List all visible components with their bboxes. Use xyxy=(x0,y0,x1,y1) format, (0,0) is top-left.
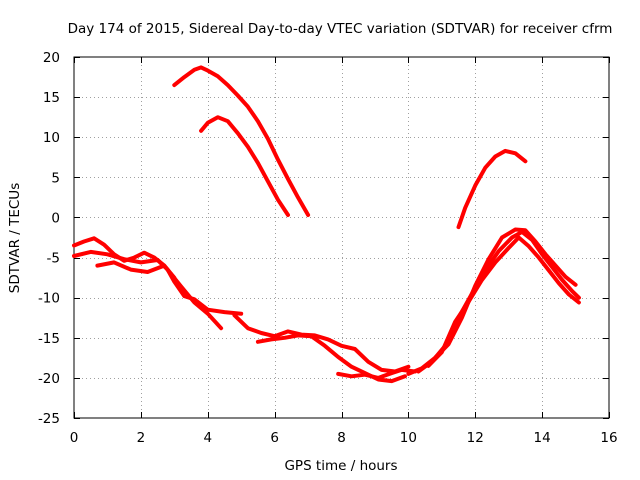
y-tick-label: 15 xyxy=(43,90,60,106)
x-tick-label: 8 xyxy=(337,430,346,446)
y-tick-label: 0 xyxy=(51,210,60,226)
series-line-arc-9 xyxy=(336,367,418,380)
series-line-arc-12 xyxy=(426,235,581,368)
y-tick-label: 10 xyxy=(43,130,60,146)
grid-lines xyxy=(74,57,609,418)
y-tick-label: -15 xyxy=(38,331,60,347)
x-tick-label: 10 xyxy=(400,430,417,446)
x-tick-label: 4 xyxy=(203,430,212,446)
chart-title: Day 174 of 2015, Sidereal Day-to-day VTE… xyxy=(68,21,613,37)
plot-frame xyxy=(73,56,610,419)
x-tick-label: 0 xyxy=(70,430,79,446)
y-tick-label: -10 xyxy=(38,291,60,307)
series-line-arc-3 xyxy=(456,148,528,230)
x-tick-label: 6 xyxy=(270,430,279,446)
y-tick-label: -25 xyxy=(38,411,60,427)
x-tick-label: 16 xyxy=(600,430,617,446)
x-tick-label: 14 xyxy=(534,430,551,446)
series-line-arc-8 xyxy=(255,333,407,384)
x-tick-label: 12 xyxy=(467,430,484,446)
series-line-arc-2 xyxy=(199,115,290,217)
axis-ticks: 0 2 4 6 8 10 12 14 16 -25 -20 -15 -10 -5 0 5 10 15 20 xyxy=(38,50,618,446)
y-tick-label: 5 xyxy=(51,170,60,186)
series-line-arc-5 xyxy=(72,249,244,316)
series-line-arc-6 xyxy=(95,260,224,331)
x-axis-label: GPS time / hours xyxy=(284,458,397,474)
y-tick-label: -20 xyxy=(38,371,60,387)
series-line-arc-10 xyxy=(406,227,578,376)
y-axis-label: SDTVAR / TECUs xyxy=(7,183,23,293)
series-line-arc-1 xyxy=(172,65,311,217)
series-line-arc-7 xyxy=(232,313,411,374)
y-tick-label: 20 xyxy=(43,50,60,66)
y-tick-label: -5 xyxy=(47,251,60,267)
series-group xyxy=(72,65,581,384)
x-tick-label: 2 xyxy=(137,430,146,446)
